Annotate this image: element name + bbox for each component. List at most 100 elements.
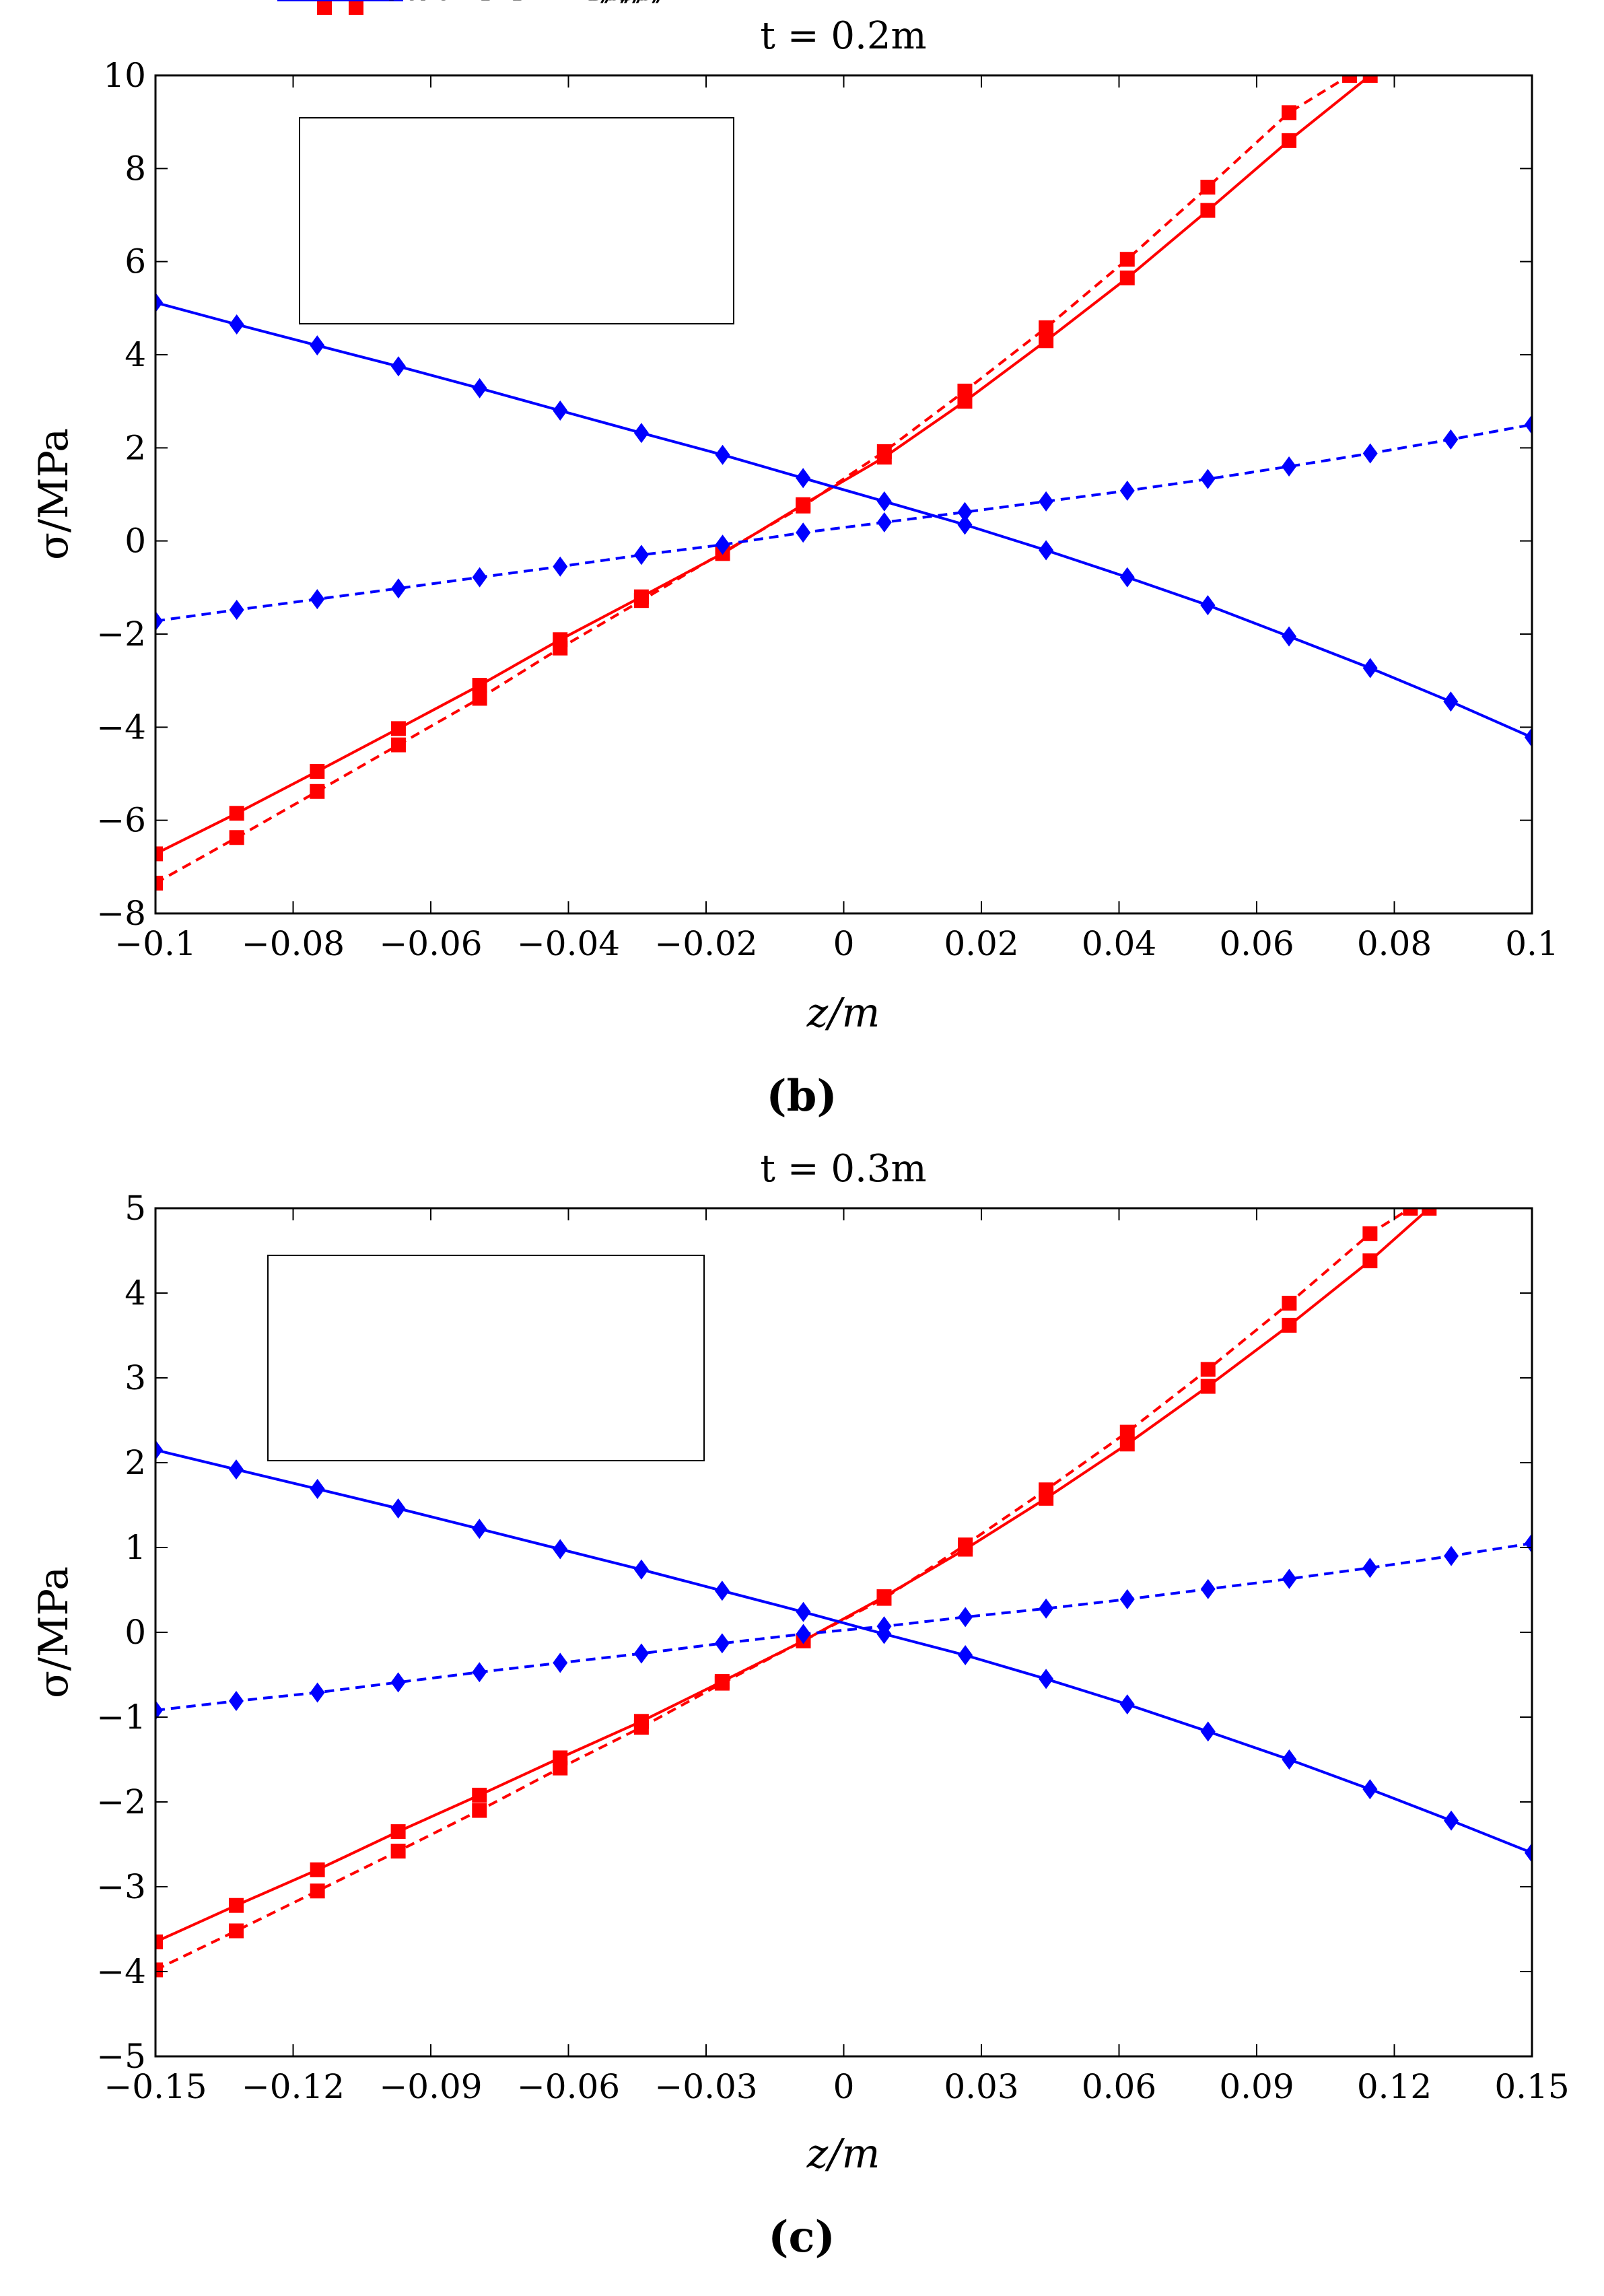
chart-c-y-axis-label: σ/MPa — [30, 1566, 77, 1698]
chart-b-x-axis-label: z/m — [806, 989, 880, 1037]
chart-c-data-point — [1362, 1226, 1378, 1241]
chart-c-series-2 — [155, 1440, 1532, 1863]
chart-b-plot-area — [155, 75, 1532, 891]
chart-b-data-point — [876, 444, 892, 459]
chart-b-data-point — [1525, 414, 1532, 435]
chart-c-data-point — [1422, 1208, 1437, 1216]
chart-c-data-point — [1039, 1598, 1054, 1619]
chart-b-data-point — [472, 378, 487, 398]
chart-b-data-point — [229, 600, 244, 621]
chart-b-data-point — [553, 640, 568, 656]
chart-c-data-point — [1200, 1362, 1216, 1377]
chart-c-data-point — [1444, 1545, 1459, 1566]
chart-b-x-tick-label: 0.02 — [944, 924, 1018, 963]
chart-c-x-tick-label: 0.15 — [1494, 2067, 1569, 2106]
chart-c-data-point — [1362, 1779, 1378, 1800]
chart-b-data-point — [1119, 270, 1135, 285]
chart-b-data-point — [229, 314, 244, 335]
chart-b-y-tick-label: −6 — [96, 801, 146, 840]
chart-c-data-point — [155, 1962, 163, 1978]
chart-c-y-tick-label: −1 — [96, 1698, 146, 1737]
chart-c-x-axis-label: z/m — [806, 2130, 880, 2178]
chart-c-data-point — [1119, 1589, 1135, 1609]
chart-b-data-point — [1282, 456, 1297, 477]
chart-b-data-point — [1039, 320, 1054, 335]
chart-b-data-point — [1443, 691, 1459, 712]
chart-c-data-point — [1119, 1436, 1135, 1452]
chart-c-data-point — [228, 1459, 244, 1480]
chart-c-x-tick-label: −0.03 — [654, 2067, 757, 2106]
chart-b-data-point — [1119, 567, 1135, 588]
chart-b-x-tick-label: 0 — [833, 924, 855, 963]
chart-b-data-point — [1039, 491, 1054, 512]
chart-c-series-line — [155, 1208, 1411, 1972]
chart-b-x-tick-label: −0.04 — [517, 924, 620, 963]
chart-b-data-point — [310, 335, 325, 356]
chart-c-data-point — [1119, 1694, 1135, 1715]
chart-c-data-point — [155, 1934, 163, 1949]
chart-c-data-point — [553, 1760, 568, 1776]
chart-b-data-point — [1282, 133, 1297, 148]
chart-c-data-point — [310, 1883, 325, 1899]
chart-b-data-point — [957, 514, 973, 535]
chart-b-series-1 — [155, 75, 1358, 891]
chart-c-data-point — [1282, 1568, 1297, 1589]
chart-c-legend-label: σθ when r = 3a/4 — [384, 0, 656, 7]
chart-b-data-point — [310, 784, 325, 799]
chart-b-data-point — [155, 846, 163, 862]
chart-c-data-point — [1119, 1424, 1135, 1440]
chart-c-x-tick-label: 0.03 — [944, 2067, 1018, 2106]
chart-c-legend-label: σr when r = a/4 — [384, 0, 633, 7]
chart-b-data-point — [796, 522, 811, 543]
chart-c-data-point — [472, 1662, 487, 1683]
chart-c-data-point — [633, 1720, 649, 1735]
chart-b-legend-label: σθ when r = 3a/4 — [415, 0, 688, 7]
chart-b-data-point — [229, 830, 244, 845]
chart-c-data-point — [1200, 1721, 1216, 1742]
chart-c-data-point — [390, 1672, 406, 1693]
chart-b-y-tick-label: −2 — [96, 615, 146, 654]
chart-c-legend-box — [267, 1255, 705, 1461]
chart-b-data-point — [1362, 443, 1378, 464]
chart-c-x-ticks: −0.15 −0.12 −0.09 −0.06 −0.03 0 0.03 0.06 0.09 0.… — [104, 1208, 1570, 2106]
chart-b-data-point — [390, 356, 406, 377]
chart-c-x-tick-label: −0.09 — [379, 2067, 482, 2106]
chart-c-data-point — [390, 1824, 406, 1840]
chart-b-data-point — [796, 468, 811, 489]
chart-b-series-line — [155, 423, 1532, 623]
chart-c-data-point — [155, 1700, 163, 1720]
chart-c-data-point — [958, 1607, 973, 1628]
chart-b-y-tick-label: 2 — [125, 428, 146, 467]
chart-c-y-tick-label: −3 — [96, 1867, 146, 1906]
chart-c-data-point — [310, 1682, 325, 1703]
chart-c-y-tick-label: 0 — [125, 1613, 146, 1652]
chart-c-data-point — [228, 1898, 244, 1913]
chart-c-data-point — [310, 1479, 325, 1500]
chart-b-y-tick-label: 0 — [125, 522, 146, 561]
chart-c-data-point — [796, 1624, 811, 1644]
chart-b-data-point — [310, 764, 325, 779]
chart-c-data-point — [1200, 1379, 1216, 1394]
chart-c-data-point — [1200, 1578, 1216, 1599]
chart-b-data-point — [1443, 429, 1459, 450]
chart-c-x-tick-label: −0.06 — [517, 2067, 620, 2106]
chart-c-data-point — [1362, 1253, 1378, 1269]
chart-c-data-point — [1525, 1842, 1532, 1863]
chart-b-data-point — [1119, 480, 1135, 501]
chart-b-legend-box — [299, 117, 734, 324]
chart-c-series-line — [155, 1449, 1532, 1854]
chart-c-y-ticks: −5 −4 −3 −2 −1 0 1 2 3 4 5 — [96, 1189, 1532, 2076]
chart-c-data-point — [633, 1559, 649, 1580]
chart-b-data-point — [715, 444, 730, 465]
chart-c-data-point — [553, 1653, 568, 1673]
chart-c-data-point — [714, 1580, 730, 1601]
chart-b-x-tick-label: −0.08 — [242, 924, 345, 963]
chart-b-data-point — [1282, 105, 1297, 120]
chart-b-data-point — [472, 691, 487, 706]
chart-c-y-tick-label: −2 — [96, 1782, 146, 1821]
chart-b-panel-label: (b) — [766, 1071, 837, 1121]
chart-c-data-point — [633, 1643, 649, 1664]
chart-b-data-point — [390, 578, 406, 599]
chart-b-data-point — [1200, 180, 1216, 195]
